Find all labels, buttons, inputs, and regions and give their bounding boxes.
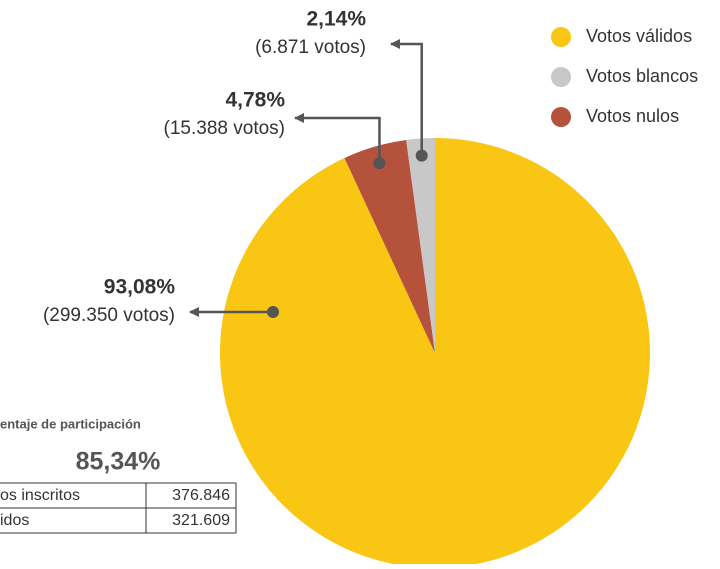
legend-label: Votos nulos xyxy=(586,106,679,126)
participation: 85,34% xyxy=(76,448,161,476)
legend-label: Votos válidos xyxy=(586,26,692,46)
annotations: 93,08% (299.350 votos) 2,14% (6.871 votos) 4… xyxy=(43,8,428,326)
pie xyxy=(219,138,650,568)
vote-label: (299.350 votos) xyxy=(43,305,175,326)
table-cell: os inscritos xyxy=(0,487,80,504)
table-title: entaje de participación xyxy=(0,416,141,431)
leader-dot xyxy=(373,157,386,170)
leader-dot xyxy=(415,149,428,162)
leader-arrow xyxy=(390,39,423,156)
value-label: 93,08% xyxy=(104,276,176,299)
table-cell: 321.609 xyxy=(172,512,230,529)
legend-label: Votos blancos xyxy=(586,66,698,86)
legend-swatch xyxy=(551,107,571,127)
legend-swatch xyxy=(551,27,571,47)
pie-slice xyxy=(219,138,650,568)
vote-label: (15.388 votos) xyxy=(164,118,285,139)
value-label: 2,14% xyxy=(306,8,366,31)
leader-arrow xyxy=(294,113,381,164)
leader-dot xyxy=(267,306,279,318)
pie-slice xyxy=(344,139,435,353)
pie-slice xyxy=(406,138,435,353)
vote-label: (6.871 votos) xyxy=(255,37,366,58)
table-cell: 376.846 xyxy=(172,487,230,504)
table-cell: idos xyxy=(0,512,29,529)
legend-swatch xyxy=(551,67,571,87)
table xyxy=(0,482,237,534)
value-label: 4,78% xyxy=(225,89,285,112)
